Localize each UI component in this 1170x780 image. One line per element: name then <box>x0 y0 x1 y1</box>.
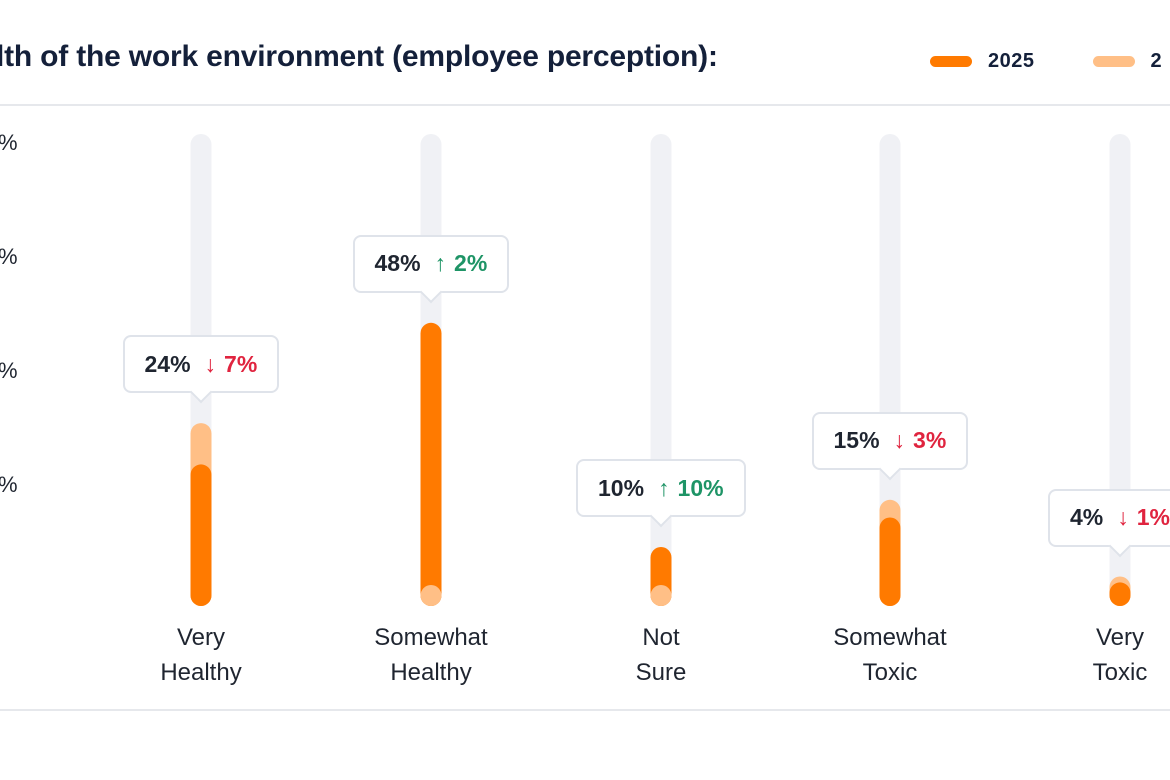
legend-swatch-previous <box>1092 56 1135 67</box>
x-tick-label-line: Somewhat <box>833 624 947 651</box>
x-tick-label-line: Very <box>176 624 226 651</box>
legend: 2025 2 <box>930 50 1170 73</box>
x-tick-label-line: Very <box>1095 624 1145 651</box>
x-tick-label: Very Healthy <box>101 620 301 690</box>
bar-previous[interactable] <box>650 585 672 606</box>
legend-item-previous[interactable]: 2 <box>1092 50 1163 73</box>
bar-track <box>650 134 672 606</box>
x-tick-label: Somewhat Healthy <box>331 620 531 690</box>
footer-divider <box>0 709 1170 711</box>
legend-swatch-current <box>930 56 972 67</box>
tooltip-change-value: 3% <box>913 427 947 454</box>
tooltip-change-value: 1% <box>1136 504 1170 530</box>
x-tick-label-line: Not <box>642 624 680 651</box>
data-label-tooltip: 15% ↓ 3% <box>811 411 969 470</box>
tooltip-change: ↓ 7% <box>205 351 258 378</box>
data-label-tooltip: 4% ↓ 1% <box>1048 488 1170 547</box>
tooltip-change-value: 10% <box>677 474 724 501</box>
tooltip-change: ↓ 3% <box>894 427 947 454</box>
arrow-down-icon: ↓ <box>204 350 217 377</box>
legend-label-previous: 2 <box>1150 50 1163 72</box>
tooltip-change: ↓ 1% <box>1117 504 1170 531</box>
legend-item-current[interactable]: 2025 <box>930 50 1035 73</box>
tooltip-value: 15% <box>833 427 880 454</box>
data-label-tooltip: 48% ↑ 2% <box>352 234 510 293</box>
bar-track <box>879 134 901 606</box>
y-tick-label: % <box>0 244 18 270</box>
x-tick-label-line: Somewhat <box>374 624 488 651</box>
bar-current[interactable] <box>190 464 212 606</box>
tooltip-value: 4% <box>1070 504 1104 530</box>
y-tick-label: % <box>0 472 18 498</box>
x-tick-label-line: Healthy <box>390 659 472 686</box>
x-tick-label: Somewhat Toxic <box>790 620 990 690</box>
tooltip-value: 10% <box>598 474 645 501</box>
x-tick-label-line: Healthy <box>160 659 242 686</box>
arrow-down-icon: ↓ <box>893 427 906 454</box>
arrow-up-icon: ↑ <box>658 474 670 501</box>
data-label-tooltip: 24% ↓ 7% <box>122 335 280 394</box>
x-tick-label-line: Sure <box>635 659 687 686</box>
tooltip-change: ↑ 10% <box>658 475 724 502</box>
legend-label-current: 2025 <box>988 50 1035 72</box>
x-tick-label-line: Toxic <box>862 659 918 686</box>
tooltip-value: 48% <box>374 250 421 277</box>
tooltip-change-value: 2% <box>454 250 488 277</box>
arrow-down-icon: ↓ <box>1117 504 1129 530</box>
data-label-tooltip: 10% ↑ 10% <box>576 459 746 517</box>
bar-previous[interactable] <box>420 585 442 606</box>
bar-current[interactable] <box>1109 582 1131 606</box>
x-tick-label: Not Sure <box>561 620 761 690</box>
bar-current[interactable] <box>879 517 901 607</box>
x-tick-label: Very Toxic <box>1020 620 1170 690</box>
header-divider <box>0 104 1170 106</box>
tooltip-change: ↑ 2% <box>435 250 488 277</box>
x-tick-label-line: Toxic <box>1092 659 1148 686</box>
tooltip-value: 24% <box>144 350 191 377</box>
y-tick-label: % <box>0 358 18 384</box>
arrow-up-icon: ↑ <box>434 250 447 277</box>
chart-title: lth of the work environment (employee pe… <box>0 40 718 73</box>
bar-current[interactable] <box>420 322 442 606</box>
tooltip-change-value: 7% <box>224 350 258 377</box>
y-tick-label: % <box>0 130 18 156</box>
